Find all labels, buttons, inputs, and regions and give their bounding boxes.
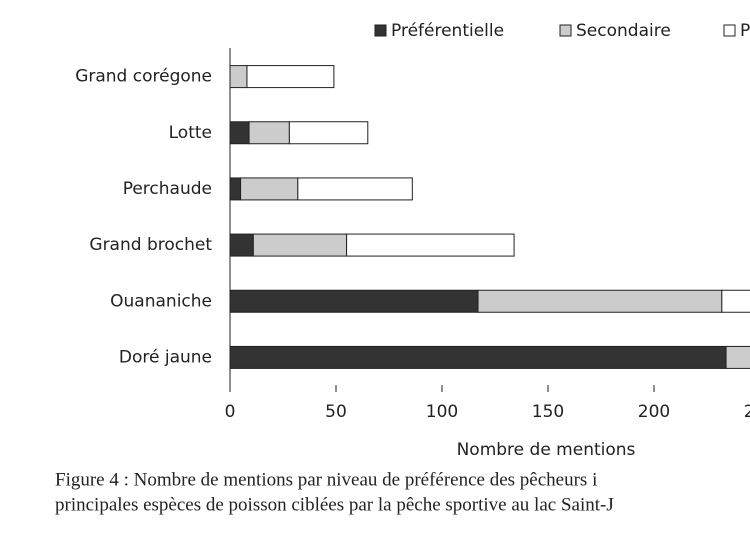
caption-line: Figure 4 : Nombre de mentions par niveau… (55, 469, 597, 490)
legend-label: Secondaire (576, 21, 671, 41)
bar-segment (297, 177, 413, 201)
legend-swatch (723, 24, 736, 37)
bar-segment (229, 289, 479, 313)
bar-segment (229, 121, 250, 145)
legend-label: Préférentielle (391, 21, 504, 41)
bar-segment (248, 121, 290, 145)
y-tick-label: Perchaude (123, 179, 212, 199)
x-tick-label: 50 (325, 402, 347, 422)
y-tick-label: Doré jaune (119, 347, 212, 367)
x-tick-label: 100 (426, 402, 458, 422)
legend-swatch (559, 24, 572, 37)
bar-segment (346, 233, 515, 257)
x-tick-label: 0 (225, 402, 236, 422)
x-axis-title: Nombre de mentions (457, 440, 636, 460)
bar-segment (477, 289, 723, 313)
y-tick-label: Ouananiche (110, 291, 212, 311)
legend-swatch (374, 24, 387, 37)
y-tick-label: Lotte (169, 123, 212, 143)
caption-line: principales espèces de poisson ciblées p… (55, 494, 614, 515)
y-tick-label: Grand brochet (89, 235, 212, 255)
bar-segment (229, 233, 254, 257)
bar-segment (229, 65, 248, 89)
bar-segment (229, 177, 242, 201)
x-tick-label: 150 (532, 402, 564, 422)
bar-segment (721, 289, 750, 313)
bar-segment (240, 177, 299, 201)
x-tick-label: 200 (638, 402, 670, 422)
bar-segment (252, 233, 348, 257)
x-tick-label: 250 (744, 402, 750, 422)
bar-segment (288, 121, 369, 145)
bar-segment (246, 65, 335, 89)
y-tick-label: Grand corégone (75, 67, 212, 87)
legend-label: P (740, 21, 750, 41)
bar-segment (229, 345, 727, 369)
bar-segment (725, 345, 750, 369)
